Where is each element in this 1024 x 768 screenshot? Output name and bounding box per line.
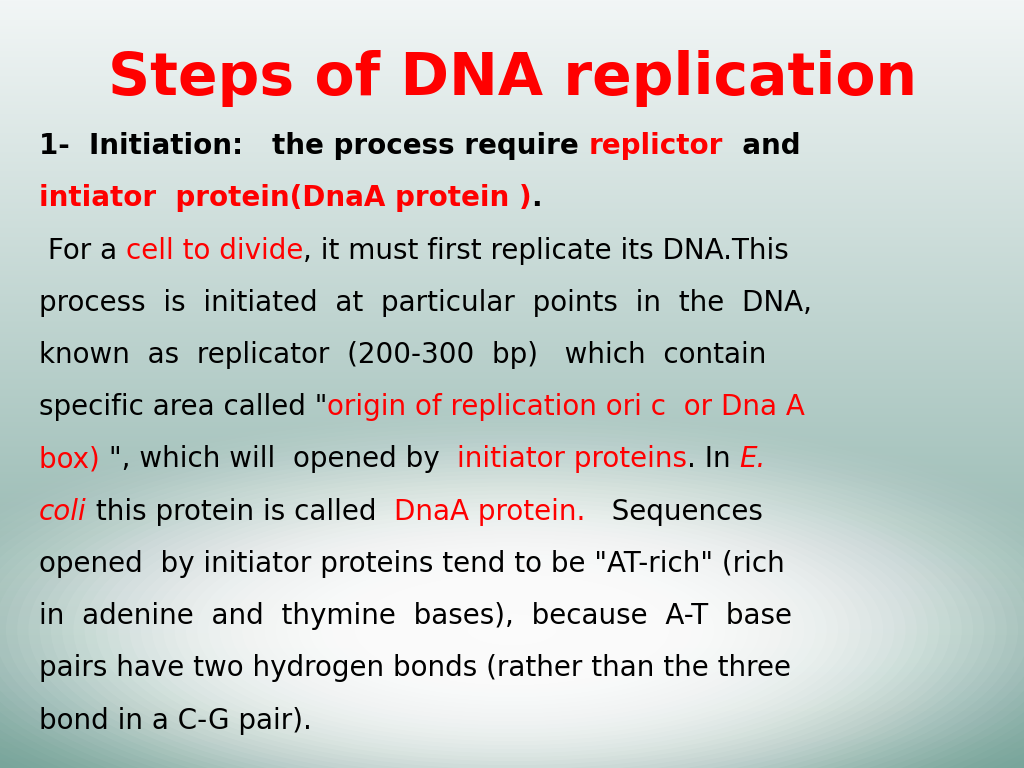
Text: .: . [531,184,542,212]
Ellipse shape [6,451,1018,768]
Text: Steps of DNA replication: Steps of DNA replication [108,50,916,107]
Text: cell to divide: cell to divide [126,237,303,264]
Text: opened  by initiator proteins tend to be "AT-rich" (rich: opened by initiator proteins tend to be … [39,550,784,578]
Text: E.: E. [739,445,766,473]
Ellipse shape [130,495,894,765]
Ellipse shape [208,522,816,737]
Ellipse shape [230,530,794,730]
Ellipse shape [264,542,760,717]
Text: 1-  Initiation:   the process require: 1- Initiation: the process require [39,132,588,160]
Ellipse shape [96,482,928,768]
Ellipse shape [467,614,557,646]
Ellipse shape [332,566,692,694]
Ellipse shape [354,574,670,686]
Text: origin of replication ori c  or Dna A: origin of replication ori c or Dna A [328,393,805,421]
Ellipse shape [175,510,849,750]
Ellipse shape [185,515,839,745]
Ellipse shape [51,466,973,768]
Ellipse shape [219,526,805,733]
Ellipse shape [343,570,681,690]
Ellipse shape [108,486,916,768]
Ellipse shape [242,535,782,725]
Ellipse shape [411,594,613,666]
Ellipse shape [444,606,580,654]
Ellipse shape [119,490,905,768]
Text: Sequences: Sequences [586,498,763,525]
Text: , it must first replicate its DNA.This: , it must first replicate its DNA.This [303,237,790,264]
Ellipse shape [74,475,950,768]
Ellipse shape [388,586,636,674]
Text: coli: coli [39,498,87,525]
Ellipse shape [298,554,726,706]
Text: process  is  initiated  at  particular  points  in  the  DNA,: process is initiated at particular point… [39,289,812,316]
Ellipse shape [489,622,535,637]
Ellipse shape [164,506,860,753]
Ellipse shape [399,590,625,670]
Text: box): box) [39,445,109,473]
Text: intiator  protein(DnaA protein ): intiator protein(DnaA protein ) [39,184,531,212]
Text: DnaA protein.: DnaA protein. [394,498,586,525]
Text: For a: For a [39,237,126,264]
Text: replictor: replictor [588,132,723,160]
Ellipse shape [366,578,658,681]
Ellipse shape [456,610,568,650]
Ellipse shape [422,598,602,661]
Ellipse shape [275,546,749,713]
Ellipse shape [29,458,995,768]
Ellipse shape [17,455,1007,768]
Text: pairs have two hydrogen bonds (rather than the three: pairs have two hydrogen bonds (rather th… [39,654,791,682]
Ellipse shape [309,558,715,701]
Text: and: and [723,132,801,160]
Text: initiator proteins: initiator proteins [457,445,687,473]
Ellipse shape [62,471,962,768]
Text: specific area called ": specific area called " [39,393,328,421]
Ellipse shape [501,626,523,634]
Ellipse shape [433,602,591,657]
Text: known  as  replicator  (200-300  bp)   which  contain: known as replicator (200-300 bp) which c… [39,341,766,369]
Ellipse shape [40,462,984,768]
Text: bond in a C-G pair).: bond in a C-G pair). [39,707,311,734]
Text: this protein is called: this protein is called [87,498,394,525]
Ellipse shape [287,550,737,710]
Ellipse shape [197,518,827,741]
Ellipse shape [253,538,771,721]
Text: . In: . In [687,445,739,473]
Ellipse shape [153,502,871,757]
Text: in  adenine  and  thymine  bases),  because  A-T  base: in adenine and thymine bases), because A… [39,602,792,630]
Ellipse shape [141,498,883,761]
Ellipse shape [377,582,647,677]
Ellipse shape [85,478,939,768]
Ellipse shape [321,562,703,697]
Text: ", which will  opened by: ", which will opened by [109,445,457,473]
Ellipse shape [478,617,546,642]
